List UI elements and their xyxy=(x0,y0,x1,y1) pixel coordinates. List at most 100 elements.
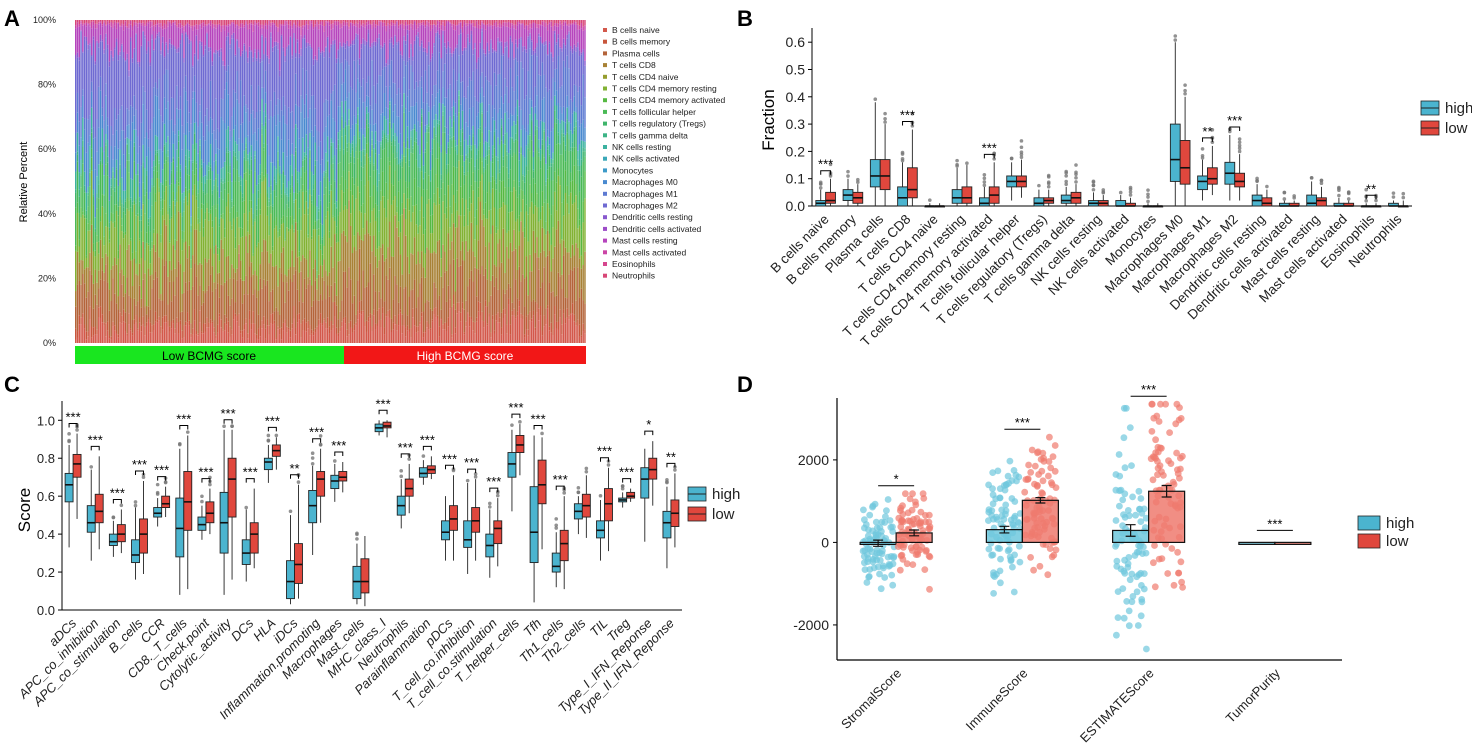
bar-segment xyxy=(350,23,352,44)
bar-segment xyxy=(463,184,466,216)
bar-segment xyxy=(467,25,469,35)
bar-segment xyxy=(314,125,316,143)
bar-segment xyxy=(284,192,286,195)
bar-segment xyxy=(240,237,242,261)
bar-segment xyxy=(341,62,343,85)
bar-segment xyxy=(172,161,175,192)
bar-segment xyxy=(428,175,430,200)
bar-segment xyxy=(227,32,230,37)
bar-segment xyxy=(399,133,402,160)
bar-segment xyxy=(243,294,246,325)
bar-segment xyxy=(536,237,538,258)
bar-segment xyxy=(234,56,237,93)
bar-segment xyxy=(449,206,451,228)
bar-segment xyxy=(307,320,309,329)
bar-segment xyxy=(309,250,311,280)
bar-segment xyxy=(449,53,451,85)
bar-segment xyxy=(378,173,380,181)
bar-segment xyxy=(330,44,332,48)
bar-segment xyxy=(126,277,128,334)
bar-segment xyxy=(486,192,489,219)
bar-segment xyxy=(185,196,187,242)
bar-segment xyxy=(76,92,79,113)
sample-bar xyxy=(163,20,166,343)
bar-segment xyxy=(193,174,196,185)
bar-segment xyxy=(183,30,185,58)
bar-segment xyxy=(546,169,549,179)
bar-segment xyxy=(518,231,521,246)
bar-segment xyxy=(410,196,412,222)
bar-segment xyxy=(94,326,96,335)
bar-segment xyxy=(300,35,302,49)
bar-segment xyxy=(371,60,373,110)
bar-segment xyxy=(75,189,77,193)
bar-segment xyxy=(325,216,327,220)
bar-segment xyxy=(415,332,418,343)
bar-segment xyxy=(273,190,276,221)
bar-segment xyxy=(438,21,441,28)
bar-segment xyxy=(424,48,426,52)
bar-segment xyxy=(296,193,299,223)
bar-segment xyxy=(200,264,203,306)
bar-segment xyxy=(270,213,272,254)
bar-segment xyxy=(160,20,162,24)
bar-segment xyxy=(438,27,441,35)
bar-segment xyxy=(532,169,535,172)
bar-segment xyxy=(119,164,121,169)
bar-segment xyxy=(552,77,554,129)
bar-segment xyxy=(135,274,137,306)
bar-segment xyxy=(312,205,315,226)
bar-segment xyxy=(289,184,292,189)
bar-segment xyxy=(200,28,203,42)
bar-segment xyxy=(532,299,535,311)
bar-segment xyxy=(138,238,141,241)
bar-segment xyxy=(325,126,327,153)
bar-segment xyxy=(208,285,210,323)
bar-segment xyxy=(475,27,478,63)
bar-segment xyxy=(378,246,380,261)
bar-segment xyxy=(562,121,565,134)
bar-segment xyxy=(115,303,118,331)
bar-segment xyxy=(507,283,510,299)
bar-segment xyxy=(475,100,478,117)
bar-segment xyxy=(179,171,182,178)
bar-segment xyxy=(458,266,460,303)
bar-segment xyxy=(241,330,244,338)
bar-segment xyxy=(396,136,398,153)
bar-segment xyxy=(255,275,258,298)
bar-segment xyxy=(218,272,221,298)
bar-segment xyxy=(287,290,290,328)
bar-segment xyxy=(133,115,135,130)
bar-segment xyxy=(131,335,134,343)
bar-segment xyxy=(520,146,522,148)
bar-segment xyxy=(179,43,182,97)
bar-segment xyxy=(504,47,506,79)
bar-segment xyxy=(341,116,343,120)
bar-segment xyxy=(511,211,513,252)
bar-segment xyxy=(280,224,283,253)
bar-segment xyxy=(548,330,551,343)
bar-segment xyxy=(264,37,267,41)
bar-segment xyxy=(122,130,125,155)
bar-segment xyxy=(426,52,428,56)
bar-segment xyxy=(208,322,210,328)
bar-segment xyxy=(252,274,254,295)
bar-segment xyxy=(197,295,199,334)
bar-segment xyxy=(467,313,469,343)
bar-segment xyxy=(126,144,128,161)
bar-segment xyxy=(147,41,150,47)
bar-segment xyxy=(488,104,490,131)
bar-segment xyxy=(121,315,123,324)
bar-segment xyxy=(160,234,162,243)
bar-segment xyxy=(186,37,189,101)
bar-segment xyxy=(468,23,471,43)
bar-segment xyxy=(156,319,159,323)
bar-segment xyxy=(103,20,105,22)
bar-segment xyxy=(502,289,505,310)
bar-segment xyxy=(165,69,167,109)
bar-segment xyxy=(208,212,210,221)
bar-segment xyxy=(405,181,407,209)
bar-segment xyxy=(145,22,148,26)
bar-segment xyxy=(238,20,240,27)
bar-segment xyxy=(541,43,544,45)
